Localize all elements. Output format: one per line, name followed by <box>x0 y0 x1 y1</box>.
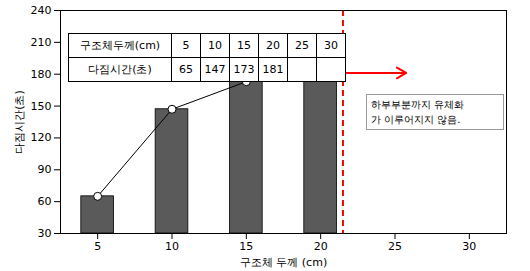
html-text:10: 10 <box>208 39 222 52</box>
svg-text:90: 90 <box>38 163 52 176</box>
html-text:구조체두께(cm): 구조체두께(cm) <box>79 39 161 52</box>
svg-text:210: 210 <box>31 36 52 49</box>
svg-text:180: 180 <box>31 68 52 81</box>
html-text:65: 65 <box>179 63 193 76</box>
html-text:30: 30 <box>324 39 338 52</box>
svg-text:다짐시간(초): 다짐시간(초) <box>13 90 26 154</box>
svg-text:240: 240 <box>31 4 52 17</box>
html-text:5: 5 <box>182 39 190 52</box>
html-text:173: 173 <box>233 63 255 76</box>
svg-text:구조체 두께 (cm): 구조체 두께 (cm) <box>240 256 327 269</box>
svg-text:5: 5 <box>94 240 101 253</box>
svg-text:60: 60 <box>38 195 52 208</box>
svg-text:30: 30 <box>38 227 52 240</box>
svg-text:20: 20 <box>314 240 328 253</box>
html-text:가 이루어지지 않음.: 가 이루어지지 않음. <box>371 114 461 125</box>
svg-text:30: 30 <box>462 240 476 253</box>
svg-text:120: 120 <box>31 131 52 144</box>
html-text:147: 147 <box>204 63 226 76</box>
html-text:20: 20 <box>266 39 280 52</box>
html-text:181: 181 <box>262 63 284 76</box>
svg-text:15: 15 <box>239 240 253 253</box>
svg-text:150: 150 <box>31 100 52 113</box>
svg-text:25: 25 <box>388 240 402 253</box>
svg-text:10: 10 <box>165 240 179 253</box>
html-text:하부부분까지 유체화: 하부부분까지 유체화 <box>371 99 465 110</box>
html-text:25: 25 <box>295 39 309 52</box>
html-text:15: 15 <box>237 39 251 52</box>
html-text:다짐시간(초): 다짐시간(초) <box>88 63 152 76</box>
